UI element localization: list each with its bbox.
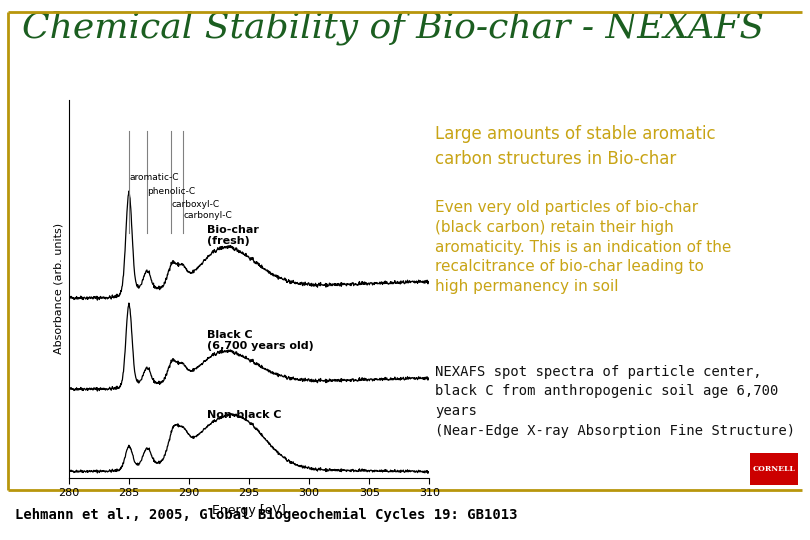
- Text: Chemical Stability of Bio-char - NEXAFS: Chemical Stability of Bio-char - NEXAFS: [22, 10, 764, 45]
- Text: Bio-char
(fresh): Bio-char (fresh): [207, 225, 259, 246]
- Text: Lehmann et al., 2005, Global Biogeochemial Cycles 19: GB1013: Lehmann et al., 2005, Global Biogeochemi…: [15, 508, 518, 522]
- Text: carboxyl-C: carboxyl-C: [172, 200, 220, 209]
- Text: carbonyl-C: carbonyl-C: [184, 211, 232, 220]
- Text: Black C
(6,700 years old): Black C (6,700 years old): [207, 330, 313, 352]
- Bar: [750, 453, 798, 485]
- Text: CORNELL: CORNELL: [752, 465, 795, 473]
- X-axis label: Energy [eV]: Energy [eV]: [212, 504, 286, 517]
- Text: Non-black C: Non-black C: [207, 410, 282, 420]
- Text: phenolic-C: phenolic-C: [147, 187, 196, 195]
- Text: Large amounts of stable aromatic
carbon structures in Bio-char: Large amounts of stable aromatic carbon …: [435, 125, 715, 168]
- Text: NEXAFS spot spectra of particle center,
black C from anthropogenic soil age 6,70: NEXAFS spot spectra of particle center, …: [435, 365, 795, 437]
- Text: aromatic-C: aromatic-C: [130, 173, 179, 183]
- Text: Even very old particles of bio-char
(black carbon) retain their high
aromaticity: Even very old particles of bio-char (bla…: [435, 200, 731, 294]
- Y-axis label: Absorbance (arb. units): Absorbance (arb. units): [53, 224, 63, 354]
